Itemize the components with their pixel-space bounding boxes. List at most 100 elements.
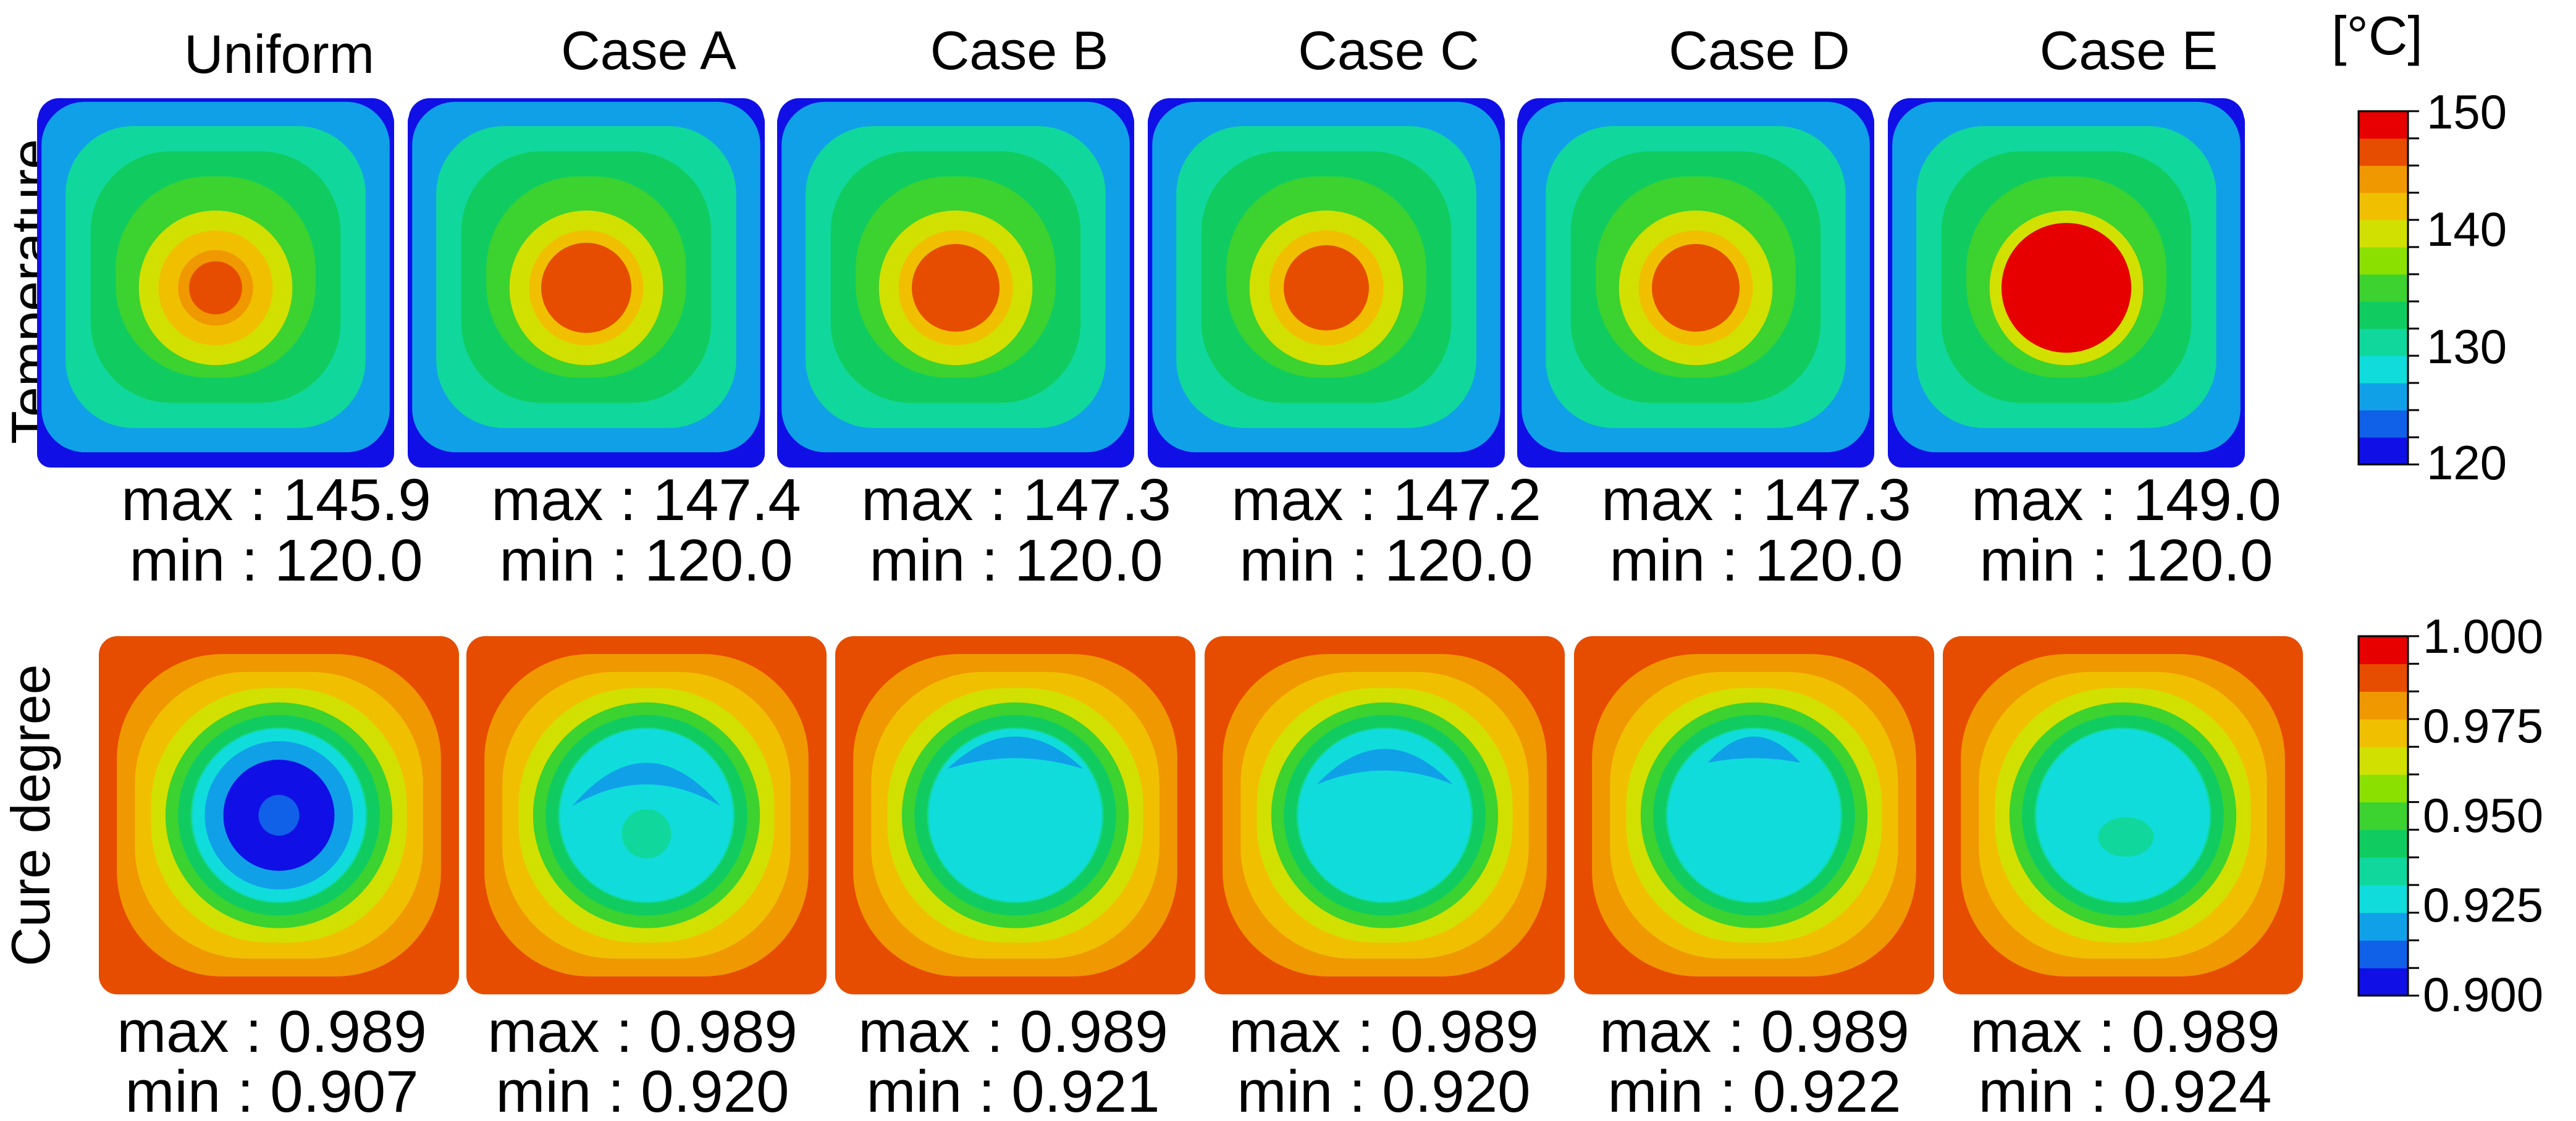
cure-degree-colorbar-segment [2359, 719, 2408, 747]
temp-min-e: min : 120.0 [1980, 527, 2273, 594]
contour-minimum [572, 763, 721, 806]
cure-max-a: max : 0.989 [487, 999, 798, 1065]
contour-minimum [947, 736, 1084, 769]
temp-max-c: max : 147.2 [1231, 467, 1541, 533]
cure-degree-colorbar-segment [2359, 829, 2408, 858]
cure-min-d: min : 0.922 [1608, 1059, 1901, 1121]
temp-max-e: max : 149.0 [1971, 467, 2281, 533]
cure-min-e: min : 0.924 [1979, 1059, 2272, 1121]
contour-band [1667, 729, 1841, 902]
contour-minimum [2079, 738, 2166, 763]
temp-max-a: max : 147.4 [491, 467, 801, 533]
cure-max-b: max : 0.989 [858, 999, 1168, 1065]
temperature-colorbar-segment [2359, 356, 2408, 384]
cure-degree-colorbar-segment [2359, 691, 2408, 720]
temperature-colorbar-segment [2359, 220, 2408, 248]
temperature-colorbar-segment [2359, 410, 2408, 438]
case-title-b: Case B [930, 20, 1109, 81]
temperature-contour-panel [408, 98, 765, 468]
temp-min-b: min : 120.0 [870, 527, 1163, 594]
temp-tick-120: 120 [2427, 435, 2507, 490]
contour-peak [1284, 245, 1369, 330]
cure-max-d: max : 0.989 [1599, 999, 1909, 1065]
temperature-colorbar-segment [2359, 247, 2408, 275]
row-label-cure-degree: Cure degree [0, 664, 61, 966]
cure-min-uniform: min : 0.907 [125, 1059, 419, 1121]
temperature-colorbar-segment [2359, 111, 2408, 139]
cure-tick-0900: 0.900 [2423, 967, 2543, 1022]
cure-degree-contour-panel [99, 636, 459, 994]
temperature-panels [37, 98, 2245, 468]
temp-min-d: min : 120.0 [1610, 527, 1903, 594]
contour-peak [2001, 223, 2131, 353]
case-title-c: Case C [1298, 20, 1479, 81]
cure-degree-colorbar-segment [2359, 636, 2408, 665]
temp-min-c: min : 120.0 [1240, 527, 1533, 594]
cure-tick-0925: 0.925 [2423, 878, 2543, 932]
temp-min-a: min : 120.0 [500, 527, 793, 594]
cure-degree-colorbar-segment [2359, 884, 2408, 913]
temperature-contour-panel [1517, 98, 1874, 468]
cure-degree-colorbar-segment [2359, 857, 2408, 886]
temp-max-b: max : 147.3 [861, 467, 1171, 533]
temperature-colorbar-segment [2359, 138, 2408, 166]
temperature-colorbar-frame [2357, 110, 2409, 466]
temp-tick-150: 150 [2427, 85, 2507, 139]
case-title-d: Case D [1669, 20, 1850, 81]
temperature-colorbar-segment [2359, 437, 2408, 465]
temp-tick-140: 140 [2427, 202, 2507, 256]
temperature-colorbar-segment [2359, 329, 2408, 356]
cure-max-e: max : 0.989 [1970, 999, 2280, 1065]
cure-degree-colorbar [2357, 635, 2419, 997]
contour-peak [912, 244, 1000, 332]
cure-min-c: min : 0.920 [1237, 1059, 1531, 1121]
temperature-colorbar-segment [2359, 193, 2408, 220]
cure-degree-colorbar-segment [2359, 663, 2408, 692]
case-title-uniform: Uniform [184, 23, 374, 85]
temp-max-d: max : 147.3 [1601, 467, 1911, 533]
cure-tick-0950: 0.950 [2423, 788, 2543, 842]
cure-degree-contour-panel [466, 636, 827, 994]
temperature-colorbar-segment [2359, 301, 2408, 329]
temperature-contour-panel [1888, 98, 2245, 468]
contour-peak [1652, 244, 1740, 332]
temperature-colorbar-segment [2359, 383, 2408, 411]
cure-max-c: max : 0.989 [1229, 999, 1539, 1065]
cure-degree-colorbar-frame [2357, 635, 2409, 997]
contour-band [258, 795, 300, 836]
contour-peak [189, 261, 242, 314]
temp-tick-130: 130 [2427, 319, 2507, 374]
temperature-unit-label: [°C] [2331, 5, 2423, 66]
contour-band [621, 809, 671, 859]
temperature-contour-panel [37, 98, 394, 468]
contour-band [928, 729, 1102, 902]
cure-max-uniform: max : 0.989 [117, 999, 427, 1065]
cure-degree-colorbar-segment [2359, 747, 2408, 775]
cure-degree-contour-panel [1943, 636, 2303, 994]
contour-band [2036, 729, 2210, 902]
cure-degree-colorbar-segment [2359, 912, 2408, 941]
contour-minimum [1316, 749, 1453, 784]
cure-degree-contour-panel [1205, 636, 1565, 994]
case-title-a: Case A [561, 20, 736, 81]
cure-degree-panels [99, 636, 2303, 994]
cure-degree-colorbar-segment [2359, 802, 2408, 830]
cure-degree-colorbar-segment [2359, 774, 2408, 803]
temperature-colorbar-segment [2359, 274, 2408, 302]
case-title-e: Case E [2040, 20, 2218, 81]
cure-degree-contour-panel [1574, 636, 1934, 994]
temp-min-uniform: min : 120.0 [130, 527, 423, 594]
temperature-contour-panel [777, 98, 1134, 468]
contour-band [2098, 817, 2154, 857]
cure-min-b: min : 0.921 [867, 1059, 1160, 1121]
temperature-colorbar-segment [2359, 166, 2408, 193]
contour-minimum [1707, 736, 1801, 763]
cure-degree-colorbar-segment [2359, 940, 2408, 968]
temperature-contour-panel [1148, 98, 1505, 468]
cure-degree-colorbar-segment [2359, 968, 2408, 996]
temperature-colorbar [2357, 110, 2419, 466]
contour-peak [541, 243, 631, 333]
cure-degree-contour-panel [835, 636, 1195, 994]
cure-min-a: min : 0.920 [496, 1059, 789, 1121]
